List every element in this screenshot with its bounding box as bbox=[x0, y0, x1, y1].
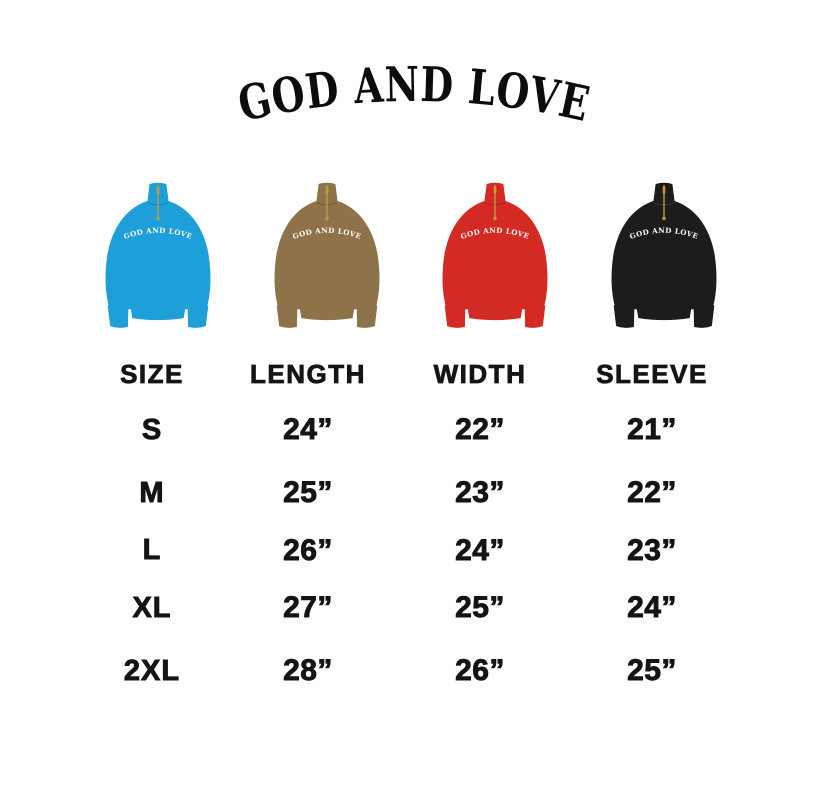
svg-text:GOD AND LOVE: GOD AND LOVE bbox=[233, 57, 594, 133]
product-red-pullover: GOD AND LOVE bbox=[427, 180, 563, 330]
sleeve-cell: 21” bbox=[627, 413, 677, 447]
zipper-icon bbox=[156, 184, 160, 221]
size-cell: 2XL bbox=[123, 654, 181, 687]
size-cell: L bbox=[142, 534, 162, 567]
product-blue-pullover: GOD AND LOVE bbox=[90, 180, 226, 330]
width-cell: 24” bbox=[455, 533, 505, 567]
length-cell: 28” bbox=[283, 654, 333, 688]
quarter-zip-pullover-image: GOD AND LOVE bbox=[105, 182, 211, 328]
sleeve-header-cell: SLEEVE bbox=[596, 358, 708, 389]
pullover-body bbox=[105, 182, 211, 328]
quarter-zip-pullover-image: GOD AND LOVE bbox=[274, 182, 380, 328]
width-cell: 23” bbox=[455, 476, 505, 510]
length-cell: 27” bbox=[283, 591, 333, 625]
width-cell: 22” bbox=[455, 413, 505, 447]
brand-wordmark: GOD AND LOVE bbox=[233, 57, 594, 133]
zipper-icon bbox=[493, 184, 497, 221]
size-header-cell: SIZE bbox=[120, 358, 184, 389]
length-cell: 25” bbox=[283, 476, 333, 510]
length-cell: 26” bbox=[283, 533, 333, 567]
width-header-cell: WIDTH bbox=[433, 358, 527, 389]
pullover-body bbox=[442, 182, 548, 328]
page-title: GOD AND LOVE bbox=[228, 50, 600, 140]
size-table: SIZE LENGTH WIDTH SLEEVE S 24” 22” 21” M… bbox=[88, 352, 744, 705]
quarter-zip-pullover-image: GOD AND LOVE bbox=[442, 182, 548, 328]
width-cell: 26” bbox=[455, 654, 505, 688]
product-black-pullover: GOD AND LOVE bbox=[596, 180, 732, 330]
sleeve-cell: 24” bbox=[627, 591, 677, 625]
length-header-cell: LENGTH bbox=[250, 358, 366, 389]
zipper-icon bbox=[324, 184, 329, 221]
size-cell: S bbox=[141, 413, 163, 446]
size-cell: M bbox=[139, 476, 165, 509]
sleeve-cell: 22” bbox=[627, 476, 677, 510]
sleeve-cell: 23” bbox=[627, 533, 677, 567]
zipper-icon bbox=[662, 184, 666, 221]
pullover-body bbox=[274, 182, 380, 328]
sleeve-cell: 25” bbox=[627, 654, 677, 688]
product-colorways-row: GOD AND LOVE bbox=[90, 180, 732, 330]
product-khaki-pullover: GOD AND LOVE bbox=[259, 180, 395, 330]
size-cell: XL bbox=[132, 591, 172, 624]
length-cell: 24” bbox=[283, 413, 333, 447]
width-cell: 25” bbox=[455, 591, 505, 625]
page-title-text: GOD AND LOVE bbox=[233, 57, 593, 133]
quarter-zip-pullover-image: GOD AND LOVE bbox=[611, 182, 717, 328]
pullover-body bbox=[611, 182, 717, 328]
